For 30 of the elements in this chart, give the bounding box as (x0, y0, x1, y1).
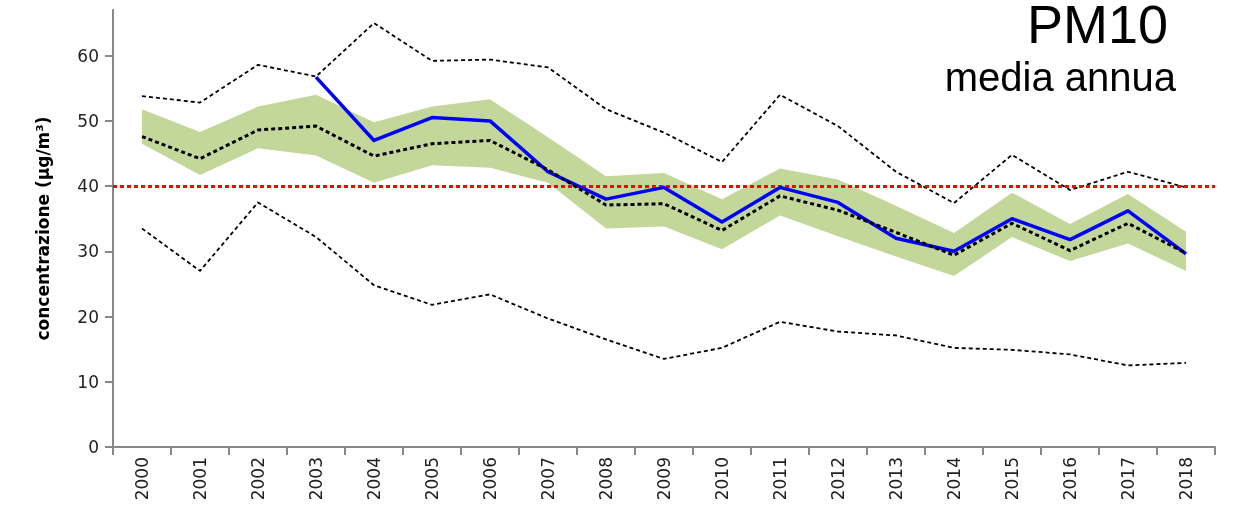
y-axis-title: concentrazione (µg/m³) (32, 116, 53, 341)
x-tick-label: 2003 (306, 457, 326, 501)
y-tick-label: 50 (77, 110, 99, 131)
x-tick-label: 2014 (944, 457, 964, 501)
x-tick-label: 2009 (654, 457, 674, 501)
x-tick-label: 2017 (1118, 457, 1138, 501)
x-tick-label: 2018 (1176, 457, 1196, 501)
x-tick-label: 2013 (886, 457, 906, 501)
y-tick-label: 60 (77, 45, 99, 66)
chart-title: PM10 (1026, 0, 1169, 54)
x-tick-label: 2004 (364, 457, 384, 501)
x-tick-label: 2012 (828, 457, 848, 501)
x-tick-label: 2005 (422, 457, 442, 501)
x-tick-label: 2011 (770, 457, 790, 501)
y-tick-label: 40 (77, 176, 99, 197)
y-tick-label: 10 (77, 371, 99, 392)
y-tick-label: 20 (77, 306, 99, 327)
x-tick-label: 2000 (132, 457, 152, 501)
x-tick-label: 2008 (596, 457, 616, 501)
x-tick-label: 2015 (1002, 457, 1022, 501)
x-tick-label: 2006 (480, 457, 500, 501)
y-tick-label: 30 (77, 241, 99, 262)
x-tick-label: 2010 (712, 457, 732, 501)
x-tick-label: 2016 (1060, 457, 1080, 501)
line-series (141, 201, 1187, 367)
y-tick-label: 0 (88, 437, 99, 457)
text: media annua (944, 55, 1177, 99)
x-tick-label: 2002 (248, 457, 268, 501)
x-tick-label: 2007 (538, 457, 558, 501)
x-tick-label: 2001 (190, 457, 210, 501)
